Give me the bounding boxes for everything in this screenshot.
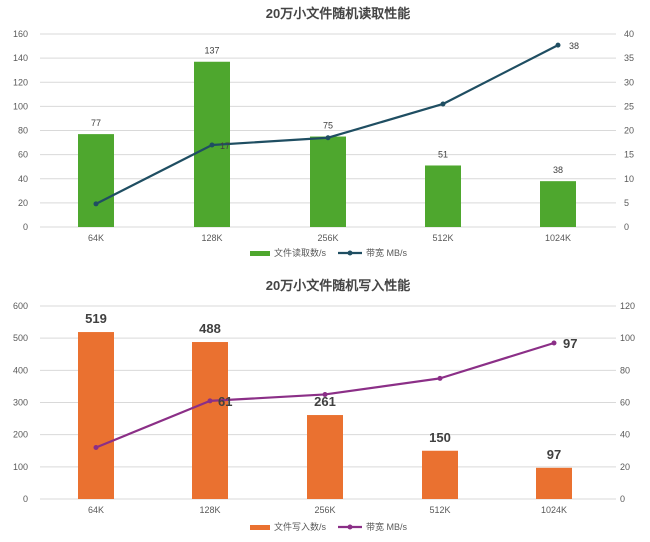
line-data-label: 17 [220,141,230,151]
legend-label-line: 带宽 MB/s [366,247,408,258]
chart-2: 20万小文件随机写入性能 0 100 200 300 400 500 600 0 20 40 60 80… [13,278,635,532]
line-point [207,398,213,404]
y-tick-label: 140 [13,53,28,63]
bar-data-label: 51 [438,149,448,159]
bar [78,134,114,227]
y-tick-label: 200 [13,430,28,440]
line-point [209,142,215,148]
bar [540,181,576,227]
legend-swatch-bar [250,525,270,530]
y2-tick-label: 20 [620,462,630,472]
x-tick-label: 512K [432,233,453,243]
y2-tick-label: 35 [624,53,634,63]
bar [422,450,458,499]
y2-tick-label: 0 [624,222,629,232]
legend: 文件读取数/s 带宽 MB/s [250,247,408,258]
y2-tick-label: 15 [624,150,634,160]
line-point [93,445,99,451]
legend-label-line: 带宽 MB/s [366,521,408,532]
y-tick-label: 120 [13,77,28,87]
y2-tick-label: 80 [620,365,630,375]
y-tick-label: 60 [18,150,28,160]
bar-data-label: 137 [204,46,219,56]
line-data-label: 97 [563,336,577,351]
bar [310,136,346,227]
x-tick-label: 1024K [541,505,567,515]
y2-tick-label: 25 [624,101,634,111]
y2-tick-label: 5 [624,198,629,208]
legend: 文件写入数/s 带宽 MB/s [250,521,408,532]
x-tick-label: 1024K [545,233,571,243]
y2-tick-label: 60 [620,398,630,408]
line-point [555,42,561,48]
bar-data-label: 38 [553,165,563,175]
legend-swatch-marker [347,524,353,530]
bar-data-label: 77 [91,118,101,128]
line-point [437,375,443,381]
y2-tick-label: 20 [624,126,634,136]
y-tick-label: 80 [18,126,28,136]
y-tick-label: 600 [13,301,28,311]
y-tick-label: 400 [13,365,28,375]
bar-data-label: 488 [199,321,221,336]
line-point [440,101,446,107]
chart-title: 20万小文件随机写入性能 [266,278,410,293]
chart-title: 20万小文件随机读取性能 [266,6,410,21]
y-tick-label: 20 [18,198,28,208]
legend-swatch-bar [250,251,270,256]
x-tick-label: 64K [88,505,104,515]
line-data-label: 61 [218,394,232,409]
y2-tick-label: 10 [624,174,634,184]
bar [192,342,228,499]
x-tick-label: 256K [317,233,338,243]
line-point [325,135,331,141]
bar-data-label: 261 [314,394,336,409]
y2-tick-label: 100 [620,333,635,343]
y-tick-label: 500 [13,333,28,343]
line-point [93,201,99,207]
x-tick-label: 512K [429,505,450,515]
legend-label-bar: 文件读取数/s [274,247,327,258]
y-tick-label: 100 [13,462,28,472]
y2-tick-label: 120 [620,301,635,311]
bar [536,467,572,499]
y-tick-label: 0 [23,222,28,232]
chart-1: 20万小文件随机读取性能 0 20 40 60 80 100 120 140 160 0 5 10 15 2… [13,6,634,258]
y-tick-label: 0 [23,494,28,504]
bar-data-label: 97 [547,447,561,462]
bar-data-label: 150 [429,430,451,445]
y-tick-label: 160 [13,29,28,39]
y2-tick-label: 0 [620,494,625,504]
bar [425,165,461,227]
y-tick-label: 100 [13,101,28,111]
legend-swatch-marker [347,250,353,256]
x-tick-label: 256K [314,505,335,515]
x-tick-label: 128K [199,505,220,515]
bar-data-label: 75 [323,121,333,131]
bar [307,415,343,499]
x-tick-label: 128K [201,233,222,243]
line-point [551,340,557,346]
y-tick-label: 300 [13,398,28,408]
y2-tick-label: 40 [620,430,630,440]
line-data-label: 38 [569,41,579,51]
x-tick-label: 64K [88,233,104,243]
bar [78,332,114,499]
y2-tick-label: 40 [624,29,634,39]
y-tick-label: 40 [18,174,28,184]
legend-label-bar: 文件写入数/s [274,521,327,532]
y2-tick-label: 30 [624,77,634,87]
line-point [322,391,328,397]
bar-data-label: 519 [85,311,107,326]
